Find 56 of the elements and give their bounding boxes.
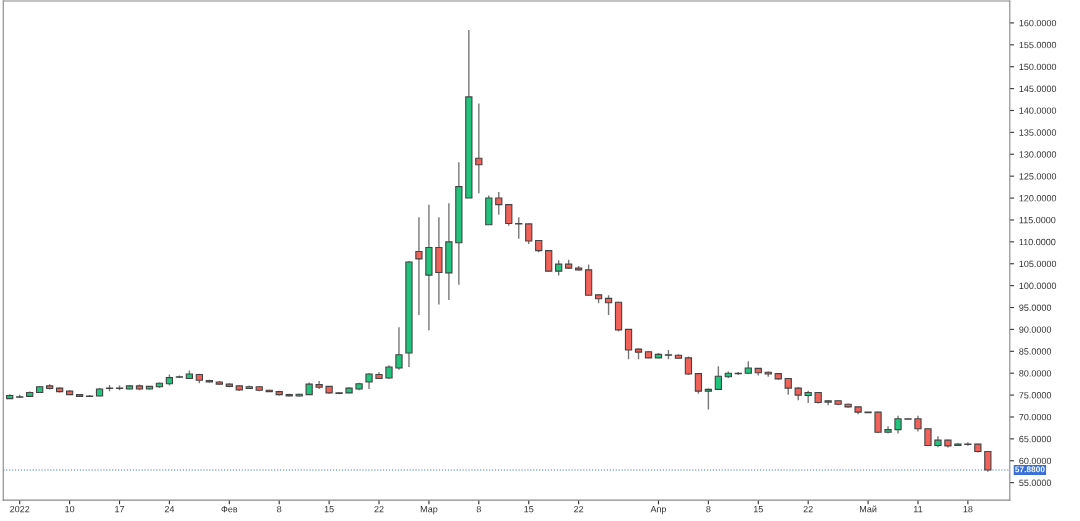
y-tick-label: 100.0000 bbox=[1019, 282, 1057, 289]
y-tick-label: 140.0000 bbox=[1019, 107, 1057, 114]
y-tick-label: 110.0000 bbox=[1019, 238, 1056, 246]
candlestick bbox=[505, 203, 513, 227]
y-tick-label: 130.0000 bbox=[1019, 151, 1057, 158]
x-tick-label: Апр bbox=[650, 506, 667, 515]
x-tick-label: 11 bbox=[913, 506, 923, 513]
x-tick-label: 10 bbox=[65, 505, 75, 513]
y-tick-label: 160.0000 bbox=[1019, 19, 1057, 27]
y-tick-label: 70.0000 bbox=[1019, 413, 1052, 421]
x-tick-label: 2022 bbox=[10, 505, 30, 513]
x-tick-label: 15 bbox=[524, 506, 534, 513]
x-tick-label: 22 bbox=[803, 505, 813, 513]
candlestick bbox=[525, 222, 533, 245]
candlestick bbox=[714, 365, 723, 391]
y-tick-label: 65.0000 bbox=[1019, 435, 1052, 443]
candlestick bbox=[515, 216, 523, 240]
y-tick-label: 85.0000 bbox=[1019, 348, 1052, 355]
y-tick-label: 90.0000 bbox=[1019, 326, 1052, 333]
candlestick bbox=[694, 372, 703, 395]
x-tick-label: 15 bbox=[753, 506, 763, 513]
candlestick bbox=[395, 326, 403, 371]
candlestick bbox=[415, 216, 423, 316]
candlestick bbox=[495, 191, 503, 216]
y-tick-label: 120.0000 bbox=[1019, 195, 1057, 202]
y-tick-label: 150.0000 bbox=[1019, 63, 1057, 71]
x-tick-label: 24 bbox=[164, 505, 175, 513]
x-tick-label: Май bbox=[859, 505, 877, 513]
candlestick bbox=[604, 294, 613, 316]
x-tick-label: Мар bbox=[420, 506, 438, 515]
x-tick-label: 8 bbox=[476, 505, 481, 513]
x-tick-label: 8 bbox=[706, 505, 711, 513]
y-tick-label: 155.0000 bbox=[1019, 41, 1057, 49]
ref-line-label: 57.8800 bbox=[1015, 466, 1045, 473]
x-tick-label: 22 bbox=[374, 505, 384, 513]
x-tick-label: 18 bbox=[963, 505, 973, 513]
y-tick-label: 60.0000 bbox=[1019, 457, 1052, 465]
y-tick-label: 55.0000 bbox=[1019, 479, 1052, 487]
y-tick-label: 75.0000 bbox=[1019, 392, 1052, 399]
y-tick-label: 145.0000 bbox=[1019, 85, 1057, 92]
x-tick-label: 17 bbox=[115, 506, 125, 513]
x-tick-label: 8 bbox=[277, 505, 282, 513]
y-tick-label: 95.0000 bbox=[1019, 304, 1052, 311]
x-tick-label: 22 bbox=[574, 505, 584, 513]
y-tick-label: 135.0000 bbox=[1019, 129, 1057, 136]
y-tick-label: 105.0000 bbox=[1019, 260, 1057, 268]
candlestick bbox=[475, 102, 483, 194]
x-tick-label: Фев bbox=[221, 506, 238, 513]
candlestick bbox=[624, 328, 633, 360]
candlestick bbox=[545, 249, 553, 273]
candlestick bbox=[984, 450, 992, 473]
y-tick-label: 125.0000 bbox=[1019, 173, 1057, 180]
y-tick-label: 80.0000 bbox=[1019, 370, 1052, 377]
candlestick bbox=[804, 390, 812, 404]
y-tick-label: 115.0000 bbox=[1019, 216, 1056, 224]
x-tick-label: 15 bbox=[324, 506, 334, 513]
